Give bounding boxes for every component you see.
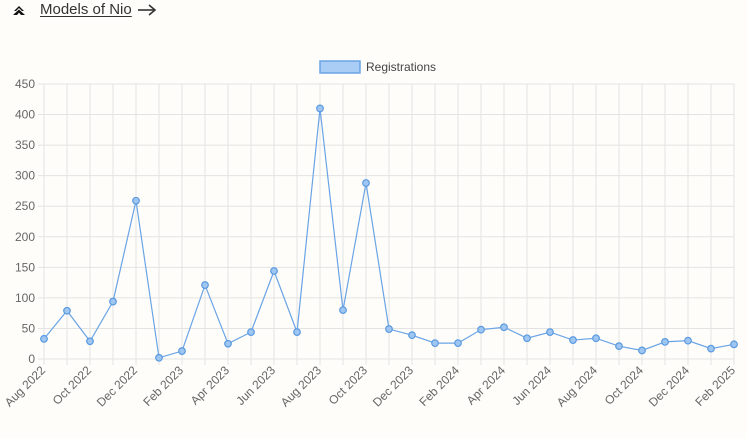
x-tick-label: Dec 2023	[370, 363, 416, 409]
data-point[interactable]	[40, 334, 48, 343]
y-tick-label: 450	[15, 77, 35, 91]
x-axis-ticks: Aug 2022 Oct 2022 Dec 2022 Feb 2023 Apr 2023…	[2, 363, 738, 409]
legend-label: Registrations	[366, 60, 436, 74]
data-point[interactable]	[523, 334, 531, 343]
data-point[interactable]	[270, 267, 278, 275]
data-point[interactable]	[155, 353, 163, 362]
x-tick-label: Aug 2024	[554, 363, 600, 409]
data-point[interactable]	[408, 331, 416, 340]
data-point[interactable]	[339, 306, 347, 315]
y-tick-label: 100	[15, 291, 35, 305]
data-point[interactable]	[63, 306, 71, 315]
data-point[interactable]	[431, 339, 439, 348]
series-registrations	[40, 104, 738, 362]
x-tick-label: Apr 2023	[188, 363, 233, 408]
data-point[interactable]	[86, 337, 94, 346]
data-point[interactable]	[500, 323, 508, 332]
data-point[interactable]	[132, 196, 140, 205]
x-tick-label: Feb 2023	[140, 363, 186, 409]
y-tick-label: 250	[15, 199, 35, 213]
data-point[interactable]	[684, 336, 692, 345]
x-tick-label: Feb 2025	[692, 363, 738, 409]
x-tick-label: Dec 2022	[94, 363, 140, 409]
y-tick-label: 350	[15, 138, 35, 152]
y-axis-ticks: 0 50 100 150 200 250 300 350 400 450	[15, 77, 35, 366]
registrations-chart: 0 50 100 150 200 250 300 350 400 450 Aug 2022 Oct …	[0, 50, 747, 439]
data-point[interactable]	[224, 339, 232, 348]
x-tick-label: Jun 2023	[233, 363, 278, 408]
y-tick-label: 150	[15, 260, 35, 274]
y-tick-label: 50	[22, 321, 36, 335]
data-point[interactable]	[109, 297, 117, 306]
data-point[interactable]	[592, 334, 600, 343]
x-tick-label: Dec 2024	[646, 363, 692, 409]
x-tick-label: Oct 2023	[326, 363, 371, 408]
data-point[interactable]	[546, 328, 554, 337]
y-tick-label: 200	[15, 230, 35, 244]
x-tick-label: Aug 2022	[2, 363, 48, 409]
data-point[interactable]	[385, 325, 393, 333]
data-point[interactable]	[293, 328, 301, 337]
x-tick-label: Oct 2024	[602, 363, 647, 408]
models-of-nio-link[interactable]: Models of Nio	[40, 1, 132, 18]
data-point[interactable]	[362, 179, 370, 187]
data-point[interactable]	[178, 347, 186, 355]
legend[interactable]: Registrations	[319, 60, 436, 74]
y-tick-label: 400	[15, 108, 35, 122]
nio-logo-icon	[13, 6, 25, 15]
data-point[interactable]	[454, 339, 462, 348]
data-point[interactable]	[615, 342, 623, 351]
y-tick-label: 300	[15, 169, 35, 183]
x-tick-label: Jun 2024	[509, 363, 554, 408]
data-point[interactable]	[638, 346, 646, 355]
x-tick-label: Oct 2022	[50, 363, 95, 408]
data-point[interactable]	[316, 104, 324, 113]
grid-lines	[38, 83, 735, 365]
data-point[interactable]	[477, 325, 485, 334]
arrow-right-icon[interactable]	[137, 3, 157, 17]
data-point[interactable]	[247, 328, 255, 337]
x-tick-label: Apr 2024	[464, 363, 509, 408]
x-tick-label: Aug 2023	[278, 363, 324, 409]
x-tick-label: Feb 2024	[416, 363, 462, 409]
data-point[interactable]	[730, 340, 738, 349]
legend-swatch	[319, 60, 361, 74]
data-point[interactable]	[569, 336, 577, 344]
data-point[interactable]	[201, 281, 209, 289]
data-point[interactable]	[661, 337, 669, 346]
y-tick-label: 0	[28, 352, 35, 366]
data-point[interactable]	[707, 344, 715, 353]
